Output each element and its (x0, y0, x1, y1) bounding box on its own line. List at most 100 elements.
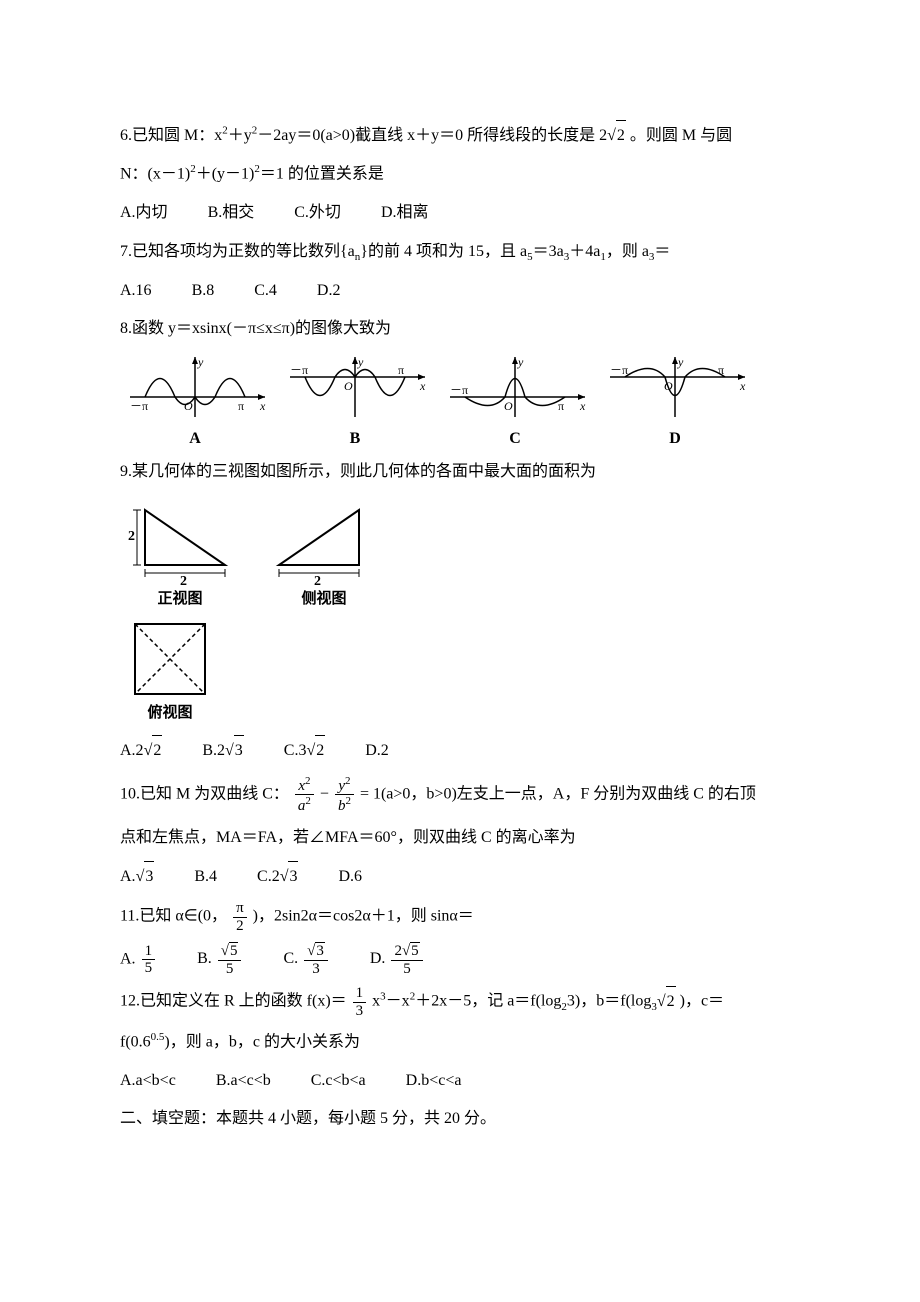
fraction-x2a2: x2 a2 (295, 775, 314, 815)
q6-options: A.内切 B.相交 C.外切 D.相离 (120, 198, 800, 228)
q12-opt-b: B.a<c<b (216, 1066, 271, 1096)
side-view-label: 侧视图 (264, 585, 384, 614)
q8-graph-a: y x O π －π A (120, 352, 270, 454)
fraction-pi2: π 2 (233, 900, 247, 934)
q11-opt-b: B. 55 (197, 942, 243, 977)
q6-text-e: N：(x－1) (120, 166, 190, 183)
svg-text:－π: －π (610, 363, 628, 377)
graph-b-svg: y x O π －π (280, 352, 430, 422)
svg-text:π: π (718, 363, 724, 377)
q12-opt-a: A.a<b<c (120, 1066, 176, 1096)
q7-opt-c: C.4 (254, 276, 277, 306)
graph-c-label: C (440, 424, 590, 454)
sqrt-icon: 2 (607, 120, 626, 151)
q9-opt-d: D.2 (365, 736, 389, 766)
q9-three-views: 2 2 正视图 2 侧视图 俯视图 (120, 495, 800, 727)
question-6: 6.已知圆 M：x2＋y2－2ay＝0(a>0)截直线 x＋y＝0 所得线段的长… (120, 120, 800, 151)
q6-opt-c: C.外切 (294, 198, 341, 228)
front-view: 2 2 正视图 (120, 495, 240, 614)
y-label: y (197, 355, 204, 369)
svg-text:x: x (739, 379, 746, 393)
svg-text:O: O (504, 399, 513, 413)
pi-label: π (238, 399, 244, 413)
sqrt-icon: 3 (225, 735, 244, 766)
q8-graph-c: y x O π －π C (440, 352, 590, 454)
q9-opt-a: A.22 (120, 735, 162, 766)
q7-options: A.16 B.8 C.4 D.2 (120, 276, 800, 306)
svg-text:π: π (558, 399, 564, 413)
svg-text:y: y (517, 355, 524, 369)
q10-opt-a: A.3 (120, 861, 154, 892)
question-12-line2: f(0.60.5)，则 a，b，c 的大小关系为 (120, 1027, 800, 1058)
sqrt-icon: 2 (306, 735, 325, 766)
q6-text-a: 6.已知圆 M：x (120, 127, 222, 144)
q6-opt-b: B.相交 (208, 198, 255, 228)
x-label: x (259, 399, 266, 413)
q7-opt-a: A.16 (120, 276, 152, 306)
question-8: 8.函数 y＝xsinx(－π≤x≤π)的图像大致为 (120, 314, 800, 344)
neg-pi-label: －π (130, 399, 148, 413)
q10-opt-d: D.6 (338, 862, 362, 892)
question-10-line2: 点和左焦点，MA＝FA，若∠MFA＝60°，则双曲线 C 的离心率为 (120, 823, 800, 853)
sqrt-icon: 3 (136, 861, 155, 892)
graph-a-svg: y x O π －π (120, 352, 270, 422)
section-2-header: 二、填空题：本题共 4 小题，每小题 5 分，共 20 分。 (120, 1104, 800, 1134)
graph-b-label: B (280, 424, 430, 454)
side-view-svg: 2 (264, 495, 384, 585)
question-12: 12.已知定义在 R 上的函数 f(x)＝ 1 3 x3－x2＋2x－5，记 a… (120, 985, 800, 1019)
q6-opt-a: A.内切 (120, 198, 168, 228)
q9-opt-c: C.32 (284, 735, 325, 766)
sqrt-icon: 5 (221, 942, 239, 960)
svg-text:2: 2 (128, 529, 135, 544)
question-11: 11.已知 α∈(0， π 2 )，2sin2α＝cos2α＋1，则 sinα＝ (120, 900, 800, 934)
top-view-svg (120, 614, 220, 699)
q11-opt-c: C. 33 (283, 942, 329, 977)
svg-text:－π: －π (450, 383, 468, 397)
fraction-y2b2: y2 b2 (335, 775, 354, 815)
q6-opt-d: D.相离 (381, 198, 429, 228)
question-9: 9.某几何体的三视图如图所示，则此几何体的各面中最大面的面积为 (120, 457, 800, 487)
q9-opt-b: B.23 (202, 735, 243, 766)
q11-opt-d: D. 255 (370, 942, 425, 977)
top-view: 俯视图 (120, 614, 220, 728)
q9-options: A.22 B.23 C.32 D.2 (120, 735, 800, 766)
q7-opt-d: D.2 (317, 276, 341, 306)
q8-graph-b: y x O π －π B (280, 352, 430, 454)
question-10: 10.已知 M 为双曲线 C： x2 a2 − y2 b2 = 1(a>0，b>… (120, 775, 800, 815)
q7-opt-b: B.8 (192, 276, 215, 306)
q12-opt-d: D.b<c<a (406, 1066, 462, 1096)
graph-a-label: A (120, 424, 270, 454)
sqrt-icon: 2 (657, 986, 676, 1017)
front-view-svg: 2 2 (120, 495, 240, 585)
svg-text:x: x (579, 399, 586, 413)
question-6-line2: N：(x－1)2＋(y－1)2＝1 的位置关系是 (120, 159, 800, 190)
question-7: 7.已知各项均为正数的等比数列{an}的前 4 项和为 15，且 a5＝3a3＋… (120, 237, 800, 268)
q6-text-d: 。则圆 M 与圆 (626, 127, 732, 144)
q8-graph-row: y x O π －π A y x O π －π B (120, 352, 800, 454)
svg-text:O: O (344, 379, 353, 393)
svg-text:O: O (664, 379, 673, 393)
q10-opt-c: C.23 (257, 861, 298, 892)
q12-opt-c: C.c<b<a (311, 1066, 366, 1096)
fraction-13: 1 3 (353, 985, 367, 1019)
svg-text:2: 2 (180, 574, 187, 585)
graph-d-svg: y x O π －π (600, 352, 750, 422)
side-view: 2 侧视图 (264, 495, 384, 614)
svg-text:2: 2 (314, 574, 321, 585)
graph-d-label: D (600, 424, 750, 454)
svg-text:y: y (677, 355, 684, 369)
sqrt-icon: 3 (280, 861, 299, 892)
svg-text:π: π (398, 363, 404, 377)
front-view-label: 正视图 (120, 585, 240, 614)
o-label: O (184, 399, 193, 413)
sqrt-icon: 2 (144, 735, 163, 766)
q11-opt-a: A. 15 (120, 943, 157, 977)
q6-text-c: －2ay＝0(a>0)截直线 x＋y＝0 所得线段的长度是 2 (257, 127, 607, 144)
svg-text:y: y (357, 355, 364, 369)
q12-options: A.a<b<c B.a<c<b C.c<b<a D.b<c<a (120, 1066, 800, 1096)
q8-graph-d: y x O π －π D (600, 352, 750, 454)
q10-options: A.3 B.4 C.23 D.6 (120, 861, 800, 892)
sqrt-icon: 3 (307, 942, 325, 960)
q10-opt-b: B.4 (194, 862, 217, 892)
top-view-label: 俯视图 (120, 699, 220, 728)
